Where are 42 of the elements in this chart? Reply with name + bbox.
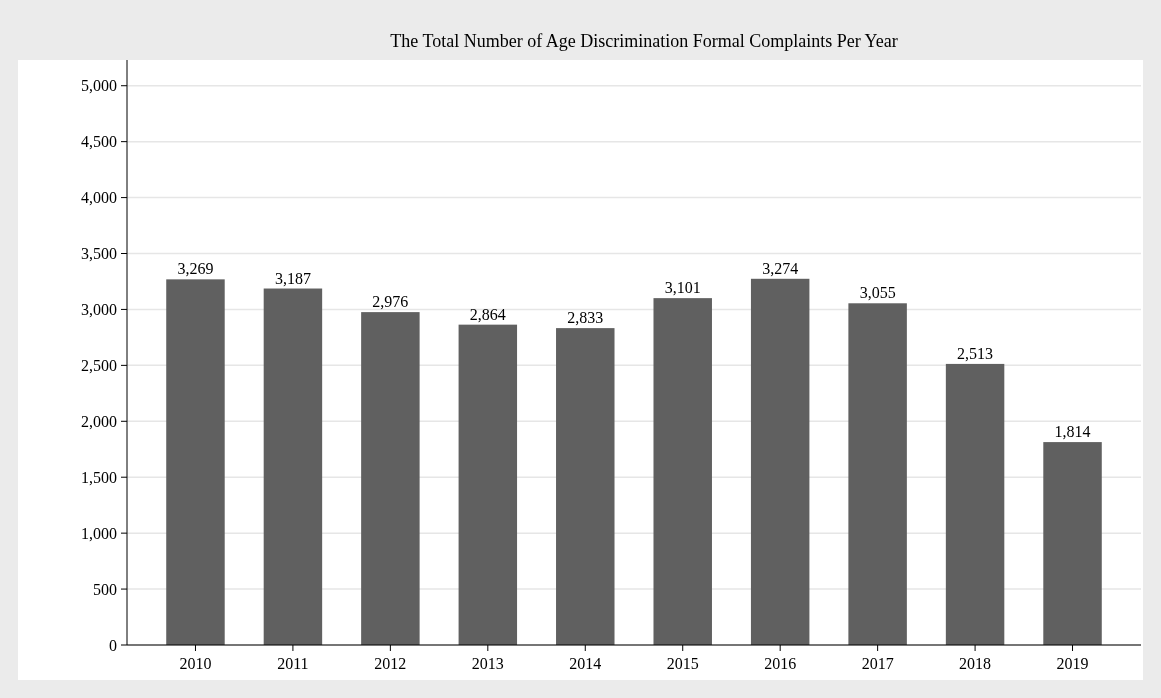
y-tick-label: 2,000: [81, 412, 117, 430]
y-tick-label: 4,000: [81, 189, 117, 207]
bar: [750, 278, 810, 645]
bar: [361, 312, 420, 645]
x-tick-label: 2010: [179, 655, 212, 672]
y-tick-label: 3,000: [81, 301, 117, 319]
data-label: 3,055: [859, 284, 896, 302]
x-tick-label: 2013: [471, 655, 504, 672]
bar: [458, 324, 518, 645]
x-tick-label: 2015: [666, 655, 699, 672]
data-label: 3,269: [177, 260, 214, 278]
y-tick-label: 2,500: [81, 356, 117, 374]
y-tick-label: 1,000: [81, 524, 117, 542]
y-tick-label: 1,500: [81, 468, 117, 486]
data-label: 3,274: [762, 259, 799, 277]
chart-title: The Total Number of Age Discrimination Formal Complaints Per Year: [390, 31, 898, 51]
data-label: 1,814: [1054, 423, 1091, 441]
x-tick-label: 2012: [374, 655, 407, 672]
y-tick-label: 500: [93, 580, 117, 598]
bar: [653, 298, 712, 645]
x-tick-label: 2019: [1056, 655, 1089, 672]
y-tick-label: 0: [109, 636, 117, 654]
x-tick-label: 2011: [277, 655, 309, 672]
data-label: 3,101: [664, 279, 701, 297]
bar: [263, 288, 323, 645]
bar: [848, 303, 907, 645]
x-tick-label: 2018: [959, 655, 992, 672]
bar: [1043, 442, 1102, 645]
data-label: 2,976: [372, 293, 409, 311]
x-tick-label: 2016: [764, 655, 797, 672]
data-label: 2,864: [469, 305, 506, 323]
bar: [945, 363, 1005, 645]
bar: [166, 279, 225, 645]
bar: [556, 328, 615, 645]
y-tick-label: 5,000: [81, 77, 117, 95]
data-label: 2,833: [567, 309, 604, 327]
x-tick-label: 2017: [861, 655, 894, 672]
data-label: 3,187: [274, 269, 311, 287]
y-tick-label: 3,500: [81, 245, 117, 263]
y-tick-label: 4,500: [81, 133, 117, 151]
x-tick-label: 2014: [569, 655, 602, 672]
data-label: 2,513: [957, 344, 994, 362]
